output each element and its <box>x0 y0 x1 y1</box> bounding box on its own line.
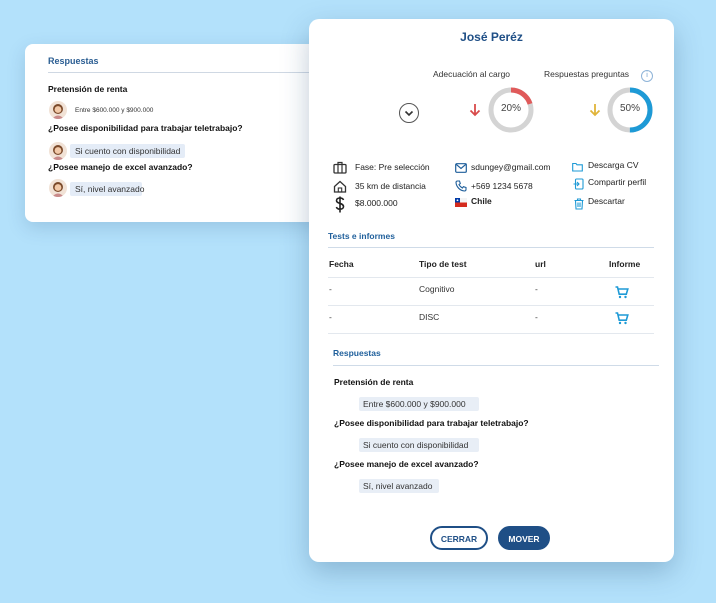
tests-section-title: Tests e informes <box>328 231 395 241</box>
answer-chip: Si cuento con disponibilidad <box>70 144 186 158</box>
share-profile-link[interactable]: Compartir perfil <box>588 177 647 187</box>
gauge-adecuacion <box>487 86 535 134</box>
answer-chip: Entre $600.000 y $900.000 <box>359 397 479 411</box>
chile-flag-icon <box>455 198 467 207</box>
distance-text: 35 km de distancia <box>355 181 426 191</box>
move-button[interactable]: MOVER <box>498 526 550 550</box>
folder-icon <box>572 162 583 172</box>
divider <box>328 333 654 334</box>
gauge-value: 50% <box>619 103 640 114</box>
candidate-modal: José Peréz Adecuación al cargo Respuesta… <box>309 19 674 562</box>
answer-chip: Sí, nivel avanzado <box>359 479 439 493</box>
arrow-down-icon <box>589 103 601 117</box>
gauge-fill <box>607 87 653 133</box>
info-icon[interactable]: i <box>641 70 653 82</box>
chevron-down-icon[interactable] <box>399 103 419 123</box>
divider <box>328 277 654 278</box>
answer-chip: Si cuento con disponibilidad <box>359 438 479 452</box>
table-cell-fecha: - <box>329 284 332 294</box>
divider <box>333 365 659 366</box>
email-link[interactable]: sdungey@gmail.com <box>471 162 551 172</box>
briefcase-icon <box>333 161 347 174</box>
table-cell-url: - <box>535 312 538 322</box>
gauge-respuestas <box>606 86 654 134</box>
divider <box>48 72 333 73</box>
question: ¿Posee disponibilidad para trabajar tele… <box>334 418 529 428</box>
cart-icon[interactable] <box>615 286 629 299</box>
phone-text: +569 1234 5678 <box>471 181 533 191</box>
question: ¿Posee manejo de excel avanzado? <box>48 162 193 172</box>
mail-icon <box>455 163 467 173</box>
question: ¿Posee manejo de excel avanzado? <box>334 459 479 469</box>
gauge-value: 20% <box>500 103 521 114</box>
divider <box>328 305 654 306</box>
discard-link[interactable]: Descartar <box>588 196 625 206</box>
column-header-fecha: Fecha <box>329 259 354 269</box>
avatar <box>49 142 67 160</box>
candidate-name: José Peréz <box>460 30 523 44</box>
gauge-label-adecuacion: Adecuación al cargo <box>433 69 511 79</box>
avatar <box>49 179 67 197</box>
responses-section-title: Respuestas <box>333 348 381 358</box>
gauge-label-respuestas: Respuestas preguntas <box>544 69 630 79</box>
section-title: Respuestas <box>48 56 99 66</box>
trash-icon <box>574 198 584 210</box>
table-cell-tipo: Cognitivo <box>419 284 455 294</box>
question: ¿Posee disponibilidad para trabajar tele… <box>48 123 243 133</box>
column-header-url: url <box>535 259 546 269</box>
phase-text: Fase: Pre selección <box>355 162 430 172</box>
country-text: Chile <box>471 196 492 206</box>
table-cell-fecha: - <box>329 312 332 322</box>
close-button[interactable]: CERRAR <box>430 526 488 550</box>
answer: Entre $600.000 y $900.000 <box>75 107 154 114</box>
home-icon <box>333 180 347 193</box>
question: Pretensión de renta <box>48 84 128 94</box>
arrow-down-icon <box>469 103 481 117</box>
share-icon <box>573 178 584 190</box>
table-cell-tipo: DISC <box>419 312 440 322</box>
question: Pretensión de renta <box>334 377 414 387</box>
avatar <box>49 101 67 119</box>
salary-text: $8.000.000 <box>355 198 398 208</box>
gauge-fill <box>488 87 534 133</box>
cart-icon[interactable] <box>615 312 629 325</box>
column-header-tipo: Tipo de test <box>419 259 467 269</box>
answer-chip: Sí, nivel avanzado <box>70 182 144 196</box>
divider <box>328 247 654 248</box>
dollar-icon <box>334 196 346 213</box>
column-header-informe: Informe <box>609 259 641 269</box>
background-answers-card: Respuestas Pretensión de renta Entre $60… <box>25 44 333 222</box>
table-cell-url: - <box>535 284 538 294</box>
download-cv-link[interactable]: Descarga CV <box>588 160 639 170</box>
phone-icon <box>455 180 467 192</box>
